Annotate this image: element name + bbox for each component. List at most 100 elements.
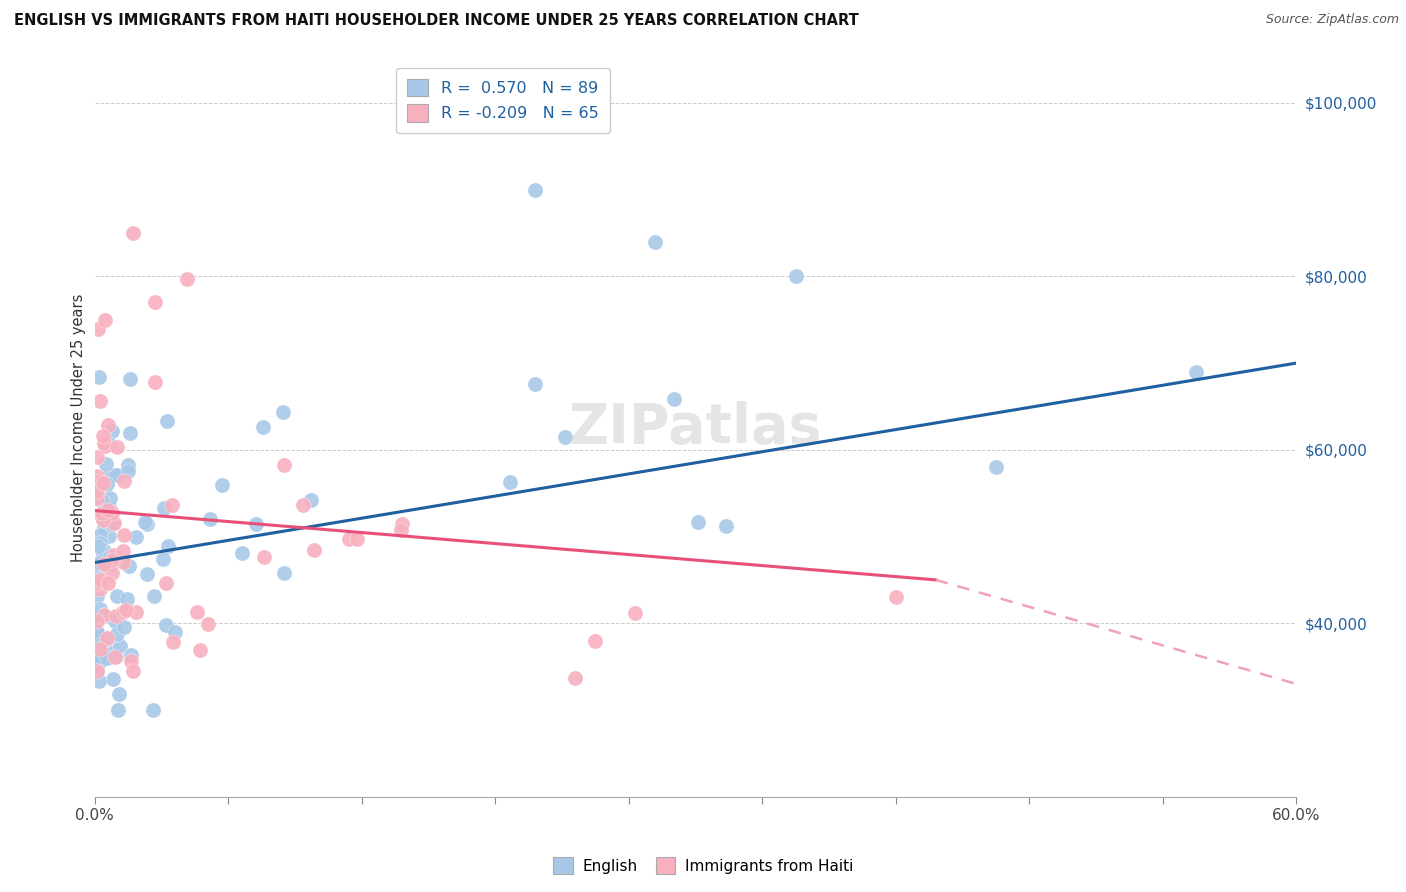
Point	[117, 464, 139, 478]
Point	[273, 566, 295, 580]
Point	[89, 535, 111, 549]
Point	[104, 649, 127, 664]
Point	[157, 539, 180, 553]
Point	[143, 375, 166, 389]
Point	[152, 552, 174, 566]
Point	[93, 312, 115, 326]
Point	[87, 655, 110, 669]
Point	[984, 460, 1007, 475]
Point	[86, 625, 108, 640]
Point	[86, 665, 108, 679]
Point	[101, 517, 124, 532]
Point	[100, 557, 122, 571]
Point	[105, 609, 128, 624]
Point	[198, 512, 221, 526]
Point	[103, 516, 125, 530]
Point	[87, 475, 110, 490]
Point	[98, 550, 121, 565]
Point	[108, 640, 131, 654]
Point	[785, 269, 807, 284]
Point	[105, 627, 128, 641]
Point	[101, 672, 124, 686]
Legend: R =  0.570   N = 89, R = -0.209   N = 65: R = 0.570 N = 89, R = -0.209 N = 65	[396, 68, 610, 133]
Point	[108, 687, 131, 701]
Point	[90, 506, 112, 520]
Point	[97, 503, 120, 517]
Point	[89, 474, 111, 488]
Point	[98, 491, 121, 506]
Point	[120, 654, 142, 668]
Point	[554, 430, 576, 444]
Point	[91, 513, 114, 527]
Point	[664, 392, 686, 406]
Point	[89, 642, 111, 657]
Point	[135, 516, 157, 531]
Point	[93, 544, 115, 558]
Point	[252, 420, 274, 434]
Text: ZIPatlas: ZIPatlas	[568, 401, 823, 455]
Point	[524, 377, 547, 392]
Point	[87, 556, 110, 570]
Point	[155, 415, 177, 429]
Point	[86, 450, 108, 464]
Point	[87, 608, 110, 623]
Point	[120, 372, 142, 386]
Point	[89, 393, 111, 408]
Point	[104, 650, 127, 665]
Point	[271, 404, 294, 418]
Point	[107, 440, 129, 454]
Point	[121, 664, 143, 678]
Point	[499, 475, 522, 489]
Point	[292, 499, 315, 513]
Point	[346, 532, 368, 546]
Point	[93, 557, 115, 571]
Text: Source: ZipAtlas.com: Source: ZipAtlas.com	[1265, 13, 1399, 27]
Point	[163, 624, 186, 639]
Point	[96, 576, 118, 591]
Point	[104, 614, 127, 628]
Point	[89, 638, 111, 652]
Y-axis label: Householder Income Under 25 years: Householder Income Under 25 years	[72, 294, 86, 562]
Point	[94, 458, 117, 472]
Point	[153, 501, 176, 516]
Point	[337, 533, 360, 547]
Point	[101, 566, 124, 580]
Point	[112, 474, 135, 488]
Point	[91, 429, 114, 443]
Point	[624, 606, 647, 620]
Point	[124, 605, 146, 619]
Point	[155, 618, 177, 632]
Point	[176, 272, 198, 286]
Point	[884, 591, 907, 605]
Text: ENGLISH VS IMMIGRANTS FROM HAITI HOUSEHOLDER INCOME UNDER 25 YEARS CORRELATION C: ENGLISH VS IMMIGRANTS FROM HAITI HOUSEHO…	[14, 13, 859, 29]
Point	[120, 648, 142, 663]
Point	[112, 527, 135, 541]
Point	[96, 632, 118, 647]
Point	[302, 542, 325, 557]
Point	[115, 591, 138, 606]
Point	[103, 548, 125, 562]
Point	[197, 616, 219, 631]
Point	[97, 529, 120, 543]
Point	[96, 651, 118, 665]
Point	[143, 295, 166, 310]
Point	[117, 458, 139, 472]
Point	[1185, 365, 1208, 379]
Point	[118, 558, 141, 573]
Point	[87, 648, 110, 662]
Point	[91, 547, 114, 561]
Point	[231, 546, 253, 560]
Point	[93, 607, 115, 622]
Point	[98, 500, 121, 514]
Point	[389, 524, 412, 538]
Point	[87, 322, 110, 336]
Point	[89, 528, 111, 542]
Point	[188, 643, 211, 657]
Point	[93, 439, 115, 453]
Point	[107, 468, 129, 483]
Point	[112, 620, 135, 634]
Point	[96, 632, 118, 646]
Point	[86, 491, 108, 506]
Point	[86, 564, 108, 578]
Point	[111, 605, 134, 619]
